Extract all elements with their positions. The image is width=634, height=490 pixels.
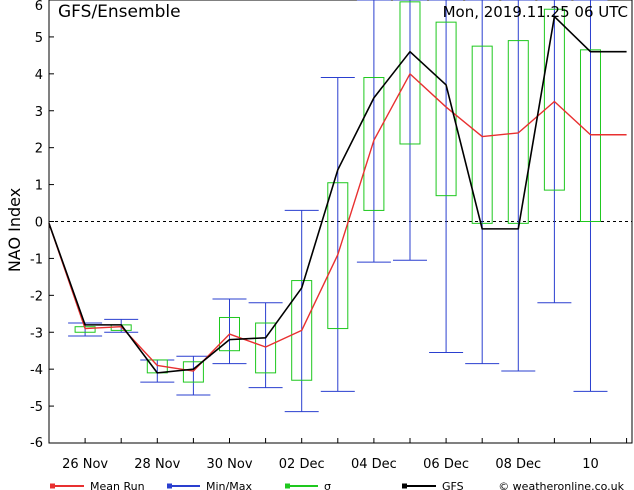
sigma-box — [255, 322, 277, 374]
sigma-box — [182, 361, 204, 383]
sigma-box — [543, 8, 565, 191]
min-max-whisker — [392, 0, 427, 261]
min-max-whisker — [320, 77, 355, 392]
min-max-whisker — [284, 209, 319, 413]
sigma-box — [363, 77, 385, 211]
x-tick-label: 04 Dec — [351, 457, 397, 472]
sigma-box — [218, 316, 240, 352]
y-axis: -6 -5 -4 -3 -2 -1 0 1 2 3 4 5 6 — [30, 0, 54, 451]
y-tick-label: 3 — [35, 105, 43, 120]
legend-min-max-label: Min/Max — [206, 480, 252, 490]
y-tick-label: 1 — [35, 179, 43, 194]
series-lines — [48, 15, 627, 374]
min-max-whisker — [465, 0, 500, 365]
sigma-box — [579, 49, 601, 223]
y-tick-label: -1 — [30, 252, 43, 267]
legend: Mean Run Min/Max σ GFS © weatheronline.c… — [50, 480, 625, 490]
x-tick-label: 10 — [582, 457, 599, 472]
y-tick-label: -2 — [30, 289, 43, 304]
min-max-whisker — [212, 298, 247, 365]
legend-sigma-label: σ — [324, 480, 331, 490]
min-max-whisker — [176, 355, 211, 396]
legend-mean-run-marker — [50, 483, 55, 489]
sigma-box — [435, 21, 457, 197]
sigma-box — [399, 1, 421, 145]
y-tick-label: 4 — [35, 68, 43, 83]
x-tick-label: 08 Dec — [495, 457, 541, 472]
sigma-box — [507, 40, 529, 224]
y-tick-label: 5 — [35, 31, 43, 46]
y-tick-label: 6 — [35, 0, 43, 14]
y-tick-label: 2 — [35, 142, 43, 157]
x-tick-label: 02 Dec — [279, 457, 325, 472]
y-tick-label: -6 — [30, 436, 43, 451]
gfs-line — [48, 15, 627, 374]
y-tick-label: -4 — [30, 363, 43, 378]
model-title: GFS/Ensemble — [58, 2, 181, 22]
legend-min-max-marker — [167, 483, 172, 489]
y-tick-label: 0 — [35, 216, 43, 231]
x-axis: 26 Nov 28 Nov 30 Nov 02 Dec 04 Dec 06 Dec 08 D… — [48, 438, 628, 472]
x-tick-label: 26 Nov — [62, 457, 108, 472]
legend-mean-run-label: Mean Run — [90, 480, 145, 490]
sigma-box — [471, 45, 493, 224]
min-max-whisker — [573, 0, 608, 392]
x-tick-label: 30 Nov — [206, 457, 252, 472]
x-tick-label: 28 Nov — [134, 457, 180, 472]
y-tick-label: -3 — [30, 326, 43, 341]
legend-gfs-label: GFS — [442, 480, 464, 490]
legend-sigma-marker — [285, 483, 290, 489]
min-max-whisker — [356, 0, 391, 263]
min-max-whisker — [429, 0, 464, 354]
min-max-whisker — [501, 0, 536, 372]
copyright-notice: © weatheronline.co.uk — [498, 480, 624, 490]
sigma-box — [327, 182, 349, 330]
min-max-whisker — [537, 0, 572, 304]
legend-gfs-marker — [402, 483, 407, 489]
min-max-whiskers — [68, 0, 608, 413]
y-tick-label: -5 — [30, 400, 43, 415]
sigma-box — [291, 280, 313, 381]
y-axis-label: NAO Index — [5, 188, 24, 272]
run-info: Mon, 2019.11.25 06 UTC — [443, 3, 628, 21]
min-max-whisker — [248, 302, 283, 389]
x-tick-label: 06 Dec — [423, 457, 469, 472]
mean-run-line — [48, 73, 627, 372]
